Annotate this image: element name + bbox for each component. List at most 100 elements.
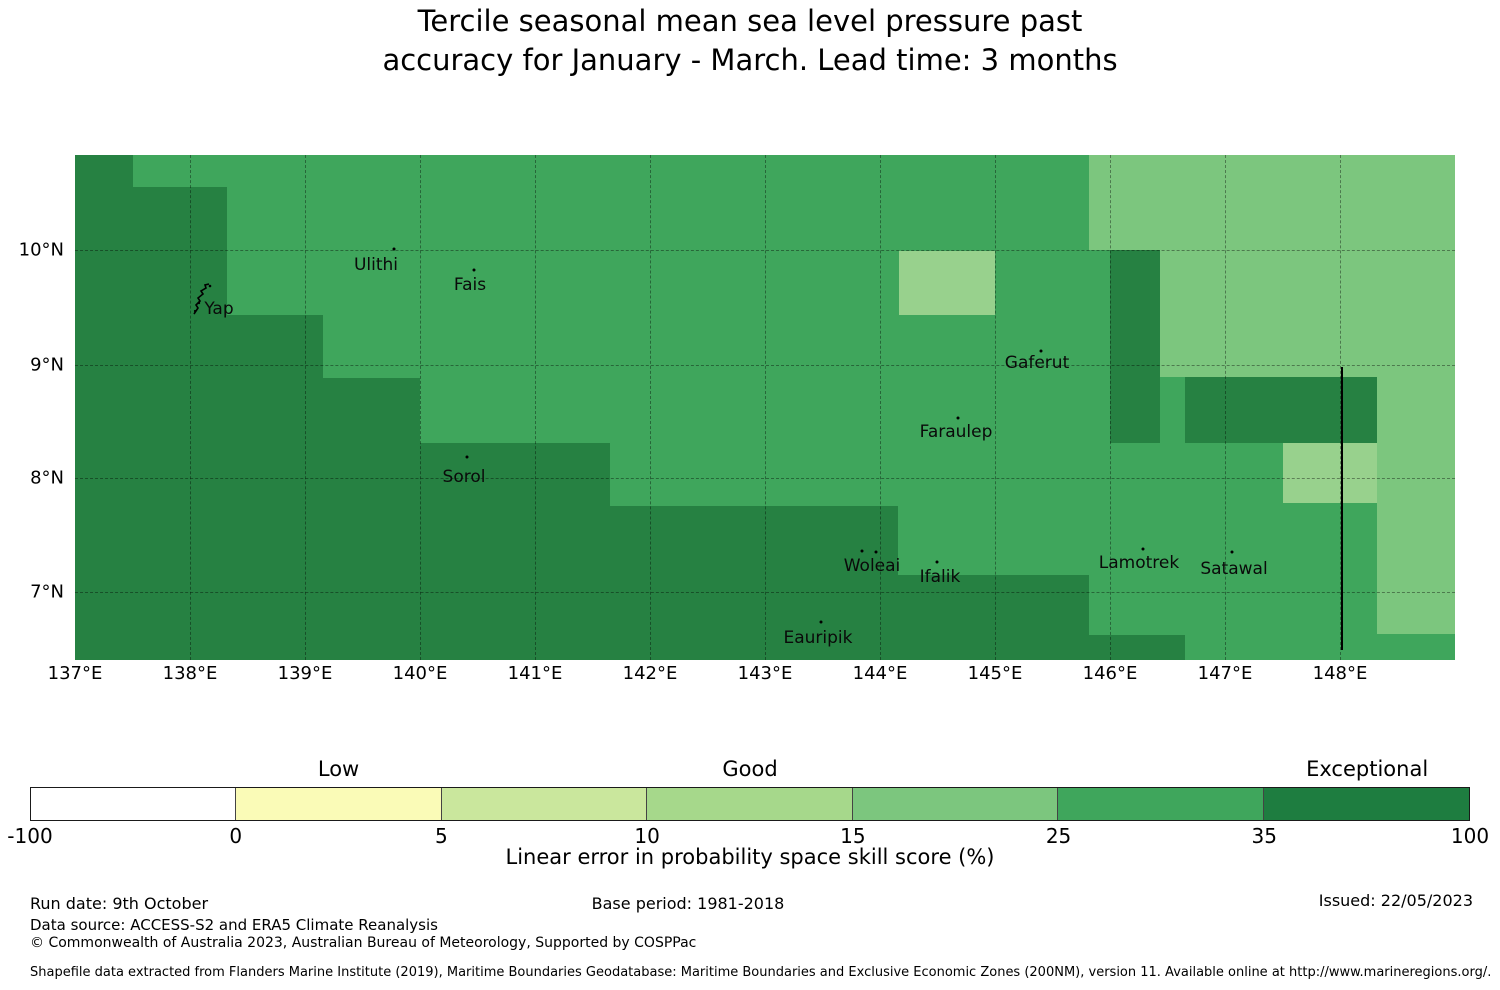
chart-title: Tercile seasonal mean sea level pressure… (0, 2, 1500, 80)
gridline-vertical (650, 155, 651, 660)
island-label-woleai: Woleai (843, 556, 901, 576)
colorbar-segment (31, 788, 237, 820)
ifalik-islet-dot (935, 560, 939, 564)
y-tick-label: 8°N (30, 467, 64, 489)
satawal-islet-dot (1230, 550, 1234, 554)
gridline-vertical (305, 155, 306, 660)
fais-islet-dot (472, 268, 476, 272)
colorbar-tick-label: 100 (1450, 824, 1490, 848)
x-tick-label: 147°E (1197, 663, 1253, 684)
copyright-text: © Commonwealth of Australia 2023, Austra… (30, 935, 697, 951)
map-region-dark-sorol (75, 443, 610, 506)
chart-title-line1: Tercile seasonal mean sea level pressure… (417, 4, 1083, 38)
colorbar-tick-label: 25 (1045, 824, 1072, 848)
map-region-lighter-east-cell (1283, 443, 1377, 503)
colorbar-tick-label: 35 (1251, 824, 1278, 848)
colorbar-tick-label: 0 (229, 824, 243, 848)
gridline-horizontal (75, 478, 1455, 479)
colorbar-tick-label: 15 (840, 824, 866, 848)
issued-date-text: Issued: 22/05/2023 (1318, 891, 1473, 910)
faraulep-islet-dot (956, 416, 960, 420)
gridline-vertical (190, 155, 191, 660)
colorbar-category-label: Good (722, 757, 778, 781)
island-label-eauripik: Eauripik (783, 628, 853, 648)
x-tick-label: 138°E (162, 663, 218, 684)
island-label-ulithi: Ulithi (353, 255, 399, 275)
x-tick-label: 137°E (47, 663, 103, 684)
gridline-vertical (995, 155, 996, 660)
gridline-vertical (1225, 155, 1226, 660)
x-tick-label: 139°E (277, 663, 333, 684)
map-region-dark-w-4 (75, 378, 420, 443)
map-region-dark-column-146e (1110, 250, 1160, 443)
x-tick-label: 140°E (392, 663, 448, 684)
colorbar-tick-label: 10 (634, 824, 660, 848)
x-tick-label: 146°E (1082, 663, 1138, 684)
gaferut-islet-dot (1039, 349, 1043, 353)
map-region-dark-nw-2 (75, 187, 227, 315)
map-region-dark-w-3 (75, 315, 323, 378)
sorol-islet-dot (465, 455, 469, 459)
map-region-lighter-gaferut-north (899, 251, 995, 315)
map-region-dark-ifalik (75, 575, 1089, 635)
gridline-vertical (535, 155, 536, 660)
run-date-text: Run date: 9th October (30, 894, 209, 913)
colorbar-segment (852, 788, 1059, 820)
x-tick-label: 145°E (967, 663, 1023, 684)
map-canvas: Yap Ulithi Fais Sorol Gaferut Faraulep Woleai I… (75, 155, 1455, 660)
colorbar-segment (441, 788, 648, 820)
eauripik-islet-dot (819, 620, 823, 624)
x-tick-label: 144°E (852, 663, 908, 684)
map-region-dark-ne-strip (1185, 377, 1377, 443)
map-region-light-top-right (1089, 155, 1455, 250)
x-tick-label: 143°E (737, 663, 793, 684)
map-region-light-right-mid (1160, 250, 1377, 377)
gridline-horizontal (75, 592, 1455, 593)
colorbar-category-label: Exceptional (1306, 757, 1429, 781)
colorbar-segment (647, 788, 853, 820)
colorbar-segment (1263, 788, 1469, 820)
island-label-fais: Fais (453, 275, 487, 295)
map-region-dark-south-strip (75, 635, 1185, 660)
colorbar-tick-label: 5 (435, 824, 448, 848)
gridline-vertical (765, 155, 766, 660)
island-label-faraulep: Faraulep (919, 422, 993, 442)
map-region-dark-woleai (75, 506, 898, 575)
lamotrek-islet-dot (1141, 547, 1145, 551)
woleai-islet-dot (860, 549, 864, 553)
island-label-ifalik: Ifalik (919, 567, 961, 587)
x-tick-label: 141°E (507, 663, 563, 684)
ulithi-islet-dot (392, 247, 396, 251)
eez-boundary-line (1341, 367, 1343, 650)
chart-title-line2: accuracy for January - March. Lead time:… (382, 43, 1118, 77)
yap-islands-glyph (190, 283, 216, 317)
y-tick-label: 7°N (30, 581, 64, 603)
gridline-vertical (880, 155, 881, 660)
gridline-horizontal (75, 250, 1455, 251)
island-label-satawal: Satawal (1200, 559, 1268, 579)
shapefile-note-text: Shapefile data extracted from Flanders M… (30, 965, 1492, 980)
y-tick-label: 9°N (30, 354, 64, 376)
colorbar-segment (1058, 788, 1264, 820)
island-label-gaferut: Gaferut (1004, 353, 1070, 373)
map-region-light-right-column (1377, 250, 1455, 634)
gridline-vertical (1110, 155, 1111, 660)
colorbar-axis-label: Linear error in probability space skill … (505, 845, 995, 869)
colorbar-segment (236, 788, 442, 820)
colorbar-tick-label: -100 (7, 824, 53, 848)
map-region-dark-nw-1 (75, 155, 133, 187)
colorbar-category-label: Low (317, 757, 360, 781)
island-label-lamotrek: Lamotrek (1098, 553, 1180, 573)
base-period-text: Base period: 1981-2018 (591, 894, 785, 913)
colorbar (30, 787, 1470, 821)
gridline-vertical (420, 155, 421, 660)
y-tick-label: 10°N (18, 239, 64, 261)
island-label-yap: Yap (204, 299, 234, 319)
gridline-vertical (1340, 155, 1341, 660)
data-source-text: Data source: ACCESS-S2 and ERA5 Climate … (30, 916, 438, 934)
island-label-sorol: Sorol (442, 467, 486, 487)
woleai-islet-dot2 (874, 550, 878, 554)
gridline-horizontal (75, 365, 1455, 366)
x-tick-label: 148°E (1312, 663, 1368, 684)
x-tick-label: 142°E (622, 663, 678, 684)
